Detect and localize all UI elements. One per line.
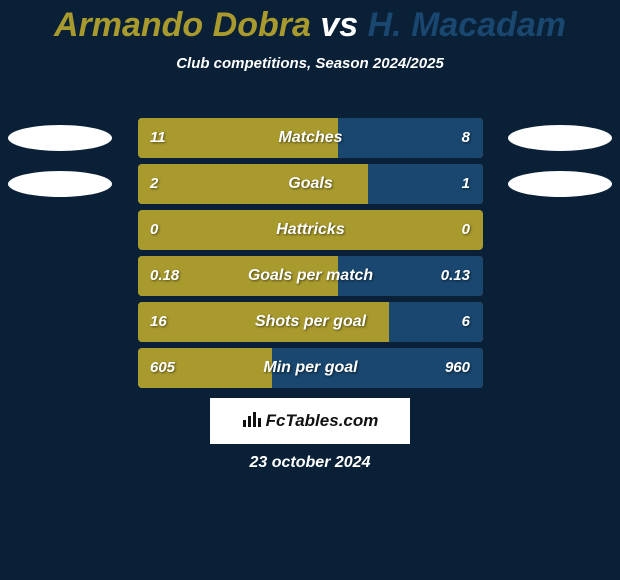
stat-row: 21Goals bbox=[0, 164, 620, 204]
stat-row: 118Matches bbox=[0, 118, 620, 158]
subtitle: Club competitions, Season 2024/2025 bbox=[0, 55, 620, 72]
value-right: 960 bbox=[445, 348, 470, 388]
stats-bars: 118Matches21Goals00Hattricks0.180.13Goal… bbox=[0, 118, 620, 394]
player1-avatar bbox=[8, 125, 112, 151]
value-right: 1 bbox=[462, 164, 470, 204]
brand-text: FcTables.com bbox=[266, 411, 379, 431]
bar-track bbox=[138, 302, 483, 342]
stat-row: 00Hattricks bbox=[0, 210, 620, 250]
stat-row: 166Shots per goal bbox=[0, 302, 620, 342]
value-right: 8 bbox=[462, 118, 470, 158]
value-left: 2 bbox=[150, 164, 158, 204]
value-right: 6 bbox=[462, 302, 470, 342]
title-vs: vs bbox=[320, 6, 358, 44]
title-player2: H. Macadam bbox=[368, 6, 566, 44]
bar-left bbox=[138, 302, 389, 342]
title-player1: Armando Dobra bbox=[54, 6, 311, 44]
bar-track bbox=[138, 348, 483, 388]
value-left: 0 bbox=[150, 210, 158, 250]
value-left: 0.18 bbox=[150, 256, 179, 296]
bar-track bbox=[138, 118, 483, 158]
bar-track bbox=[138, 256, 483, 296]
value-right: 0 bbox=[462, 210, 470, 250]
player1-avatar bbox=[8, 171, 112, 197]
page-title: Armando Dobra vs H. Macadam bbox=[0, 0, 620, 45]
player2-avatar bbox=[508, 171, 612, 197]
date-label: 23 october 2024 bbox=[0, 454, 620, 472]
bar-left bbox=[138, 164, 368, 204]
bar-track bbox=[138, 210, 483, 250]
comparison-infographic: Armando Dobra vs H. Macadam Club competi… bbox=[0, 0, 620, 580]
stat-row: 0.180.13Goals per match bbox=[0, 256, 620, 296]
value-right: 0.13 bbox=[441, 256, 470, 296]
chart-icon bbox=[242, 410, 262, 433]
player2-avatar bbox=[508, 125, 612, 151]
value-left: 605 bbox=[150, 348, 175, 388]
bar-track bbox=[138, 164, 483, 204]
value-left: 16 bbox=[150, 302, 167, 342]
value-left: 11 bbox=[150, 118, 166, 158]
brand-badge: FcTables.com bbox=[210, 398, 410, 444]
bar-left bbox=[138, 118, 338, 158]
stat-row: 605960Min per goal bbox=[0, 348, 620, 388]
